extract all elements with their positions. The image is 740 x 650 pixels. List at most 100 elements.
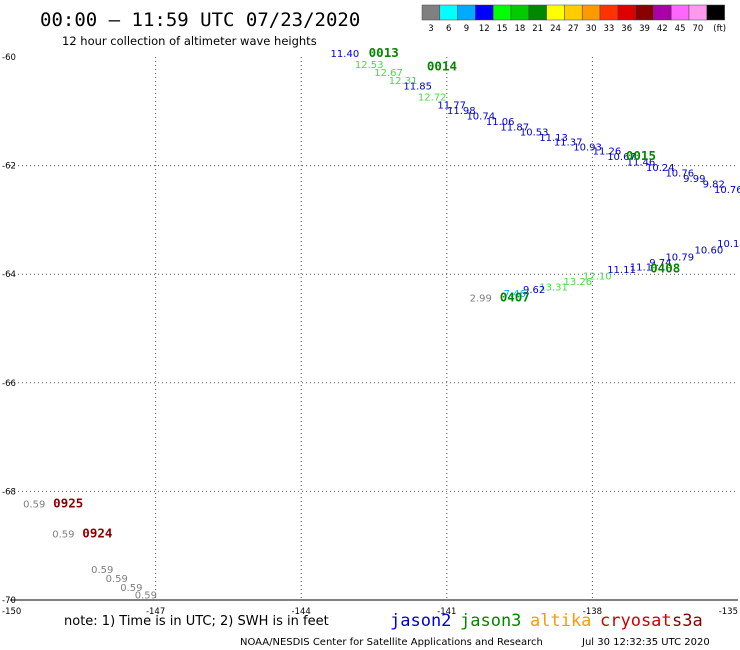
color-scale-swatch (670, 4, 690, 21)
color-scale-swatch (439, 4, 458, 21)
y-tick-label: -70 (2, 596, 16, 606)
swh-value-label: 0.59 (135, 590, 157, 601)
swh-value-label: 12.53 (355, 60, 384, 71)
color-scale-swatch (475, 4, 494, 21)
color-scale-label: 42 (657, 24, 668, 34)
color-scale-label: (ft) (713, 24, 726, 34)
satellite-legend: jason2 jason3 altika cryosat s3a (390, 611, 703, 631)
swh-value-label: 9.74 (649, 258, 671, 269)
color-scale-label: 6 (446, 24, 451, 34)
y-tick-label: -62 (2, 162, 16, 172)
color-scale-swatch (564, 4, 583, 21)
pass-id-label: 0015 (626, 148, 656, 163)
color-scale-swatch (510, 4, 530, 21)
pass-id-label: 0408 (650, 261, 680, 276)
plot-axes: -150 -147 -144 -141 -138 -135 -60 -62 -64 -66 -68 -… (2, 53, 738, 617)
color-scale-swatch (617, 4, 636, 21)
swh-value-label: 13.26 (564, 277, 593, 288)
swh-value-label: 13.31 (539, 282, 568, 293)
x-tick-label: -147 (146, 607, 165, 617)
swh-value-label: 10.74 (466, 111, 495, 122)
swh-value-label: 10.53 (520, 128, 549, 139)
swh-value-label: 11.11 (607, 265, 636, 276)
color-scale-label: 30 (586, 24, 597, 34)
swh-value-label: 10.76 (665, 168, 694, 179)
swh-value-label: 10.60 (695, 246, 724, 257)
swh-value-label: 10.24 (646, 163, 675, 174)
data-points: 11.4012.5312.6712.3111.8512.7211.7711.98… (23, 49, 740, 601)
swh-value-label: 0.59 (23, 500, 45, 511)
color-scale-swatch (706, 4, 725, 21)
swh-value-label: 10.67 (607, 152, 636, 163)
swh-value-label: 11.37 (554, 138, 583, 149)
footer-note: note: 1) Time is in UTC; 2) SWH is in fe… (64, 614, 329, 629)
x-tick-label: -138 (583, 607, 602, 617)
color-scale-swatch (528, 4, 547, 21)
plot-grid (10, 57, 738, 601)
color-scale-label: 45 (675, 24, 686, 34)
x-tick-label: -144 (292, 607, 311, 617)
pass-id-label: 0014 (427, 59, 457, 74)
swh-value-label: 11.06 (486, 117, 515, 128)
color-scale-label: 39 (639, 24, 650, 34)
y-tick-label: -64 (2, 270, 16, 280)
swh-value-label: 12.31 (389, 76, 418, 87)
swh-value-label: 9.82 (703, 179, 725, 190)
pass-id-label: 0013 (369, 45, 399, 60)
chart-title: 00:00 – 11:59 UTC 07/23/2020 (40, 9, 360, 31)
swh-value-label: 0.59 (52, 530, 74, 541)
swh-value-label: 11.85 (403, 82, 432, 93)
color-scale-swatch (599, 4, 619, 21)
color-scale-swatch (546, 4, 565, 21)
x-tick-label: -150 (2, 607, 21, 617)
swh-value-label: 7.46 (504, 289, 526, 300)
swh-value-label: 0.59 (120, 583, 142, 594)
swh-value-label: 11.87 (500, 122, 529, 133)
color-scale-label: 9 (464, 24, 469, 34)
color-scale-swatch (581, 4, 601, 21)
swh-value-label: 0.59 (91, 565, 113, 576)
x-tick-label: -141 (437, 607, 456, 617)
pass-labels: 0013 0014 0015 0408 0407 0925 0924 (53, 45, 680, 541)
swh-value-label: 10.79 (665, 253, 694, 264)
swh-value-label: 11.40 (331, 49, 360, 60)
satellite-legend-jason3: jason3 (460, 611, 521, 631)
color-scale-swatch (688, 4, 708, 21)
pass-id-label: 0924 (82, 526, 112, 541)
footer-timestamp: Jul 30 12:32:35 UTC 2020 (581, 637, 710, 648)
satellite-legend-altika: altika (530, 611, 591, 631)
color-scale-swatch (653, 4, 672, 21)
swh-value-label: 10.93 (573, 142, 602, 153)
swh-value-label: 11.46 (627, 158, 656, 169)
swh-value-label: 12.10 (583, 272, 612, 283)
swh-value-label: 12.72 (418, 92, 447, 103)
color-scale-swatch (492, 4, 512, 21)
color-scale-label: 33 (603, 24, 614, 34)
y-tick-label: -66 (2, 379, 16, 389)
satellite-legend-cryosat: cryosat (600, 611, 672, 631)
swh-value-label: 11.1 (630, 262, 652, 273)
color-scale-label: 24 (550, 24, 561, 34)
swh-value-label: 11.26 (593, 147, 622, 158)
swh-value-label: 11.77 (437, 101, 466, 112)
swh-value-label: 11.98 (447, 106, 476, 117)
y-tick-label: -60 (2, 53, 16, 63)
color-scale-label: 27 (568, 24, 579, 34)
color-scale-label: 15 (497, 24, 508, 34)
swh-value-label: 2.99 (470, 293, 492, 304)
color-scale-label: 12 (479, 24, 490, 34)
chart-subtitle: 12 hour collection of altimeter wave hei… (62, 34, 317, 48)
swh-value-label: 12.67 (374, 68, 403, 79)
color-scale-swatch (457, 4, 476, 21)
color-scale-legend: 3 6 9 12 15 18 21 24 27 30 33 36 39 42 45 70 (ft) (421, 4, 726, 34)
satellite-legend-jason2: jason2 (390, 611, 451, 631)
pass-id-label: 0925 (53, 496, 83, 511)
y-tick-label: -68 (2, 487, 16, 497)
swh-value-label: 10.1 (717, 239, 739, 250)
swh-value-label: 11.13 (539, 133, 568, 144)
color-scale-label: 21 (532, 24, 543, 34)
swh-value-label: 0.59 (106, 574, 128, 585)
swh-value-label: 9.62 (523, 285, 545, 296)
x-tick-label: -135 (719, 607, 738, 617)
